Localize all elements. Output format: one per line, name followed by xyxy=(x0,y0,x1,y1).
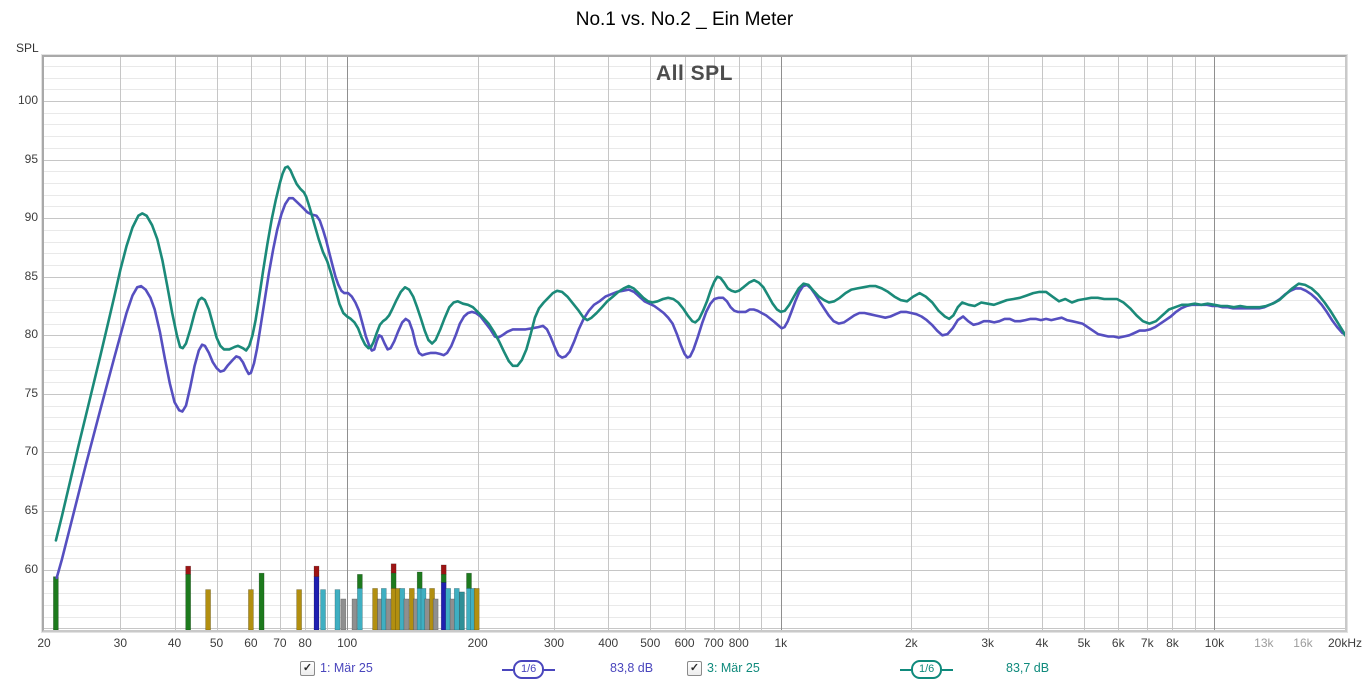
y-tick-label: 90 xyxy=(24,210,38,225)
x-tick-label: 4k xyxy=(1035,636,1049,650)
freq-marker-bar xyxy=(248,589,254,630)
freq-marker-bar xyxy=(390,572,397,589)
x-tick-label: 8k xyxy=(1166,636,1179,650)
x-tick-label: 700 xyxy=(703,636,724,650)
x-tick-label: 5k xyxy=(1077,636,1091,650)
y-tick-label: 80 xyxy=(24,327,38,342)
x-tick-label: 50 xyxy=(209,636,224,650)
freq-marker-bar xyxy=(357,574,363,589)
x-tick-label: 40 xyxy=(167,636,182,650)
trace2-smoothing-badge: 1/6 xyxy=(911,660,943,679)
freq-marker-bar xyxy=(313,565,320,577)
x-tick-label: 20kHz xyxy=(1327,636,1362,650)
freq-marker-bar xyxy=(372,588,378,630)
freq-marker-bar xyxy=(351,598,358,630)
freq-marker-bar xyxy=(296,589,302,630)
trace2-label[interactable]: 3: Mär 25 xyxy=(707,661,760,675)
freq-marker-bar xyxy=(258,572,265,630)
freq-marker-bar xyxy=(385,598,392,630)
smoothing-line-right xyxy=(942,668,954,671)
freq-marker-bar xyxy=(403,598,410,630)
y-tick-label: 75 xyxy=(24,385,38,400)
x-tick-label: 7k xyxy=(1140,636,1154,650)
trace1-smoothing-control[interactable]: 1/6 xyxy=(502,660,556,679)
freq-marker-bar xyxy=(459,591,465,630)
x-tick-label: 600 xyxy=(674,636,695,650)
x-tick-label: 100 xyxy=(337,636,358,650)
y-tick-label: 95 xyxy=(24,151,38,166)
freq-marker-bar xyxy=(390,563,397,574)
freq-marker-bar xyxy=(432,598,439,630)
spl-curve-1 xyxy=(55,196,1345,580)
freq-marker-bar xyxy=(185,574,191,630)
x-tick-label: 13k xyxy=(1254,636,1274,650)
x-tick-label: 300 xyxy=(544,636,565,650)
freq-marker-bar xyxy=(440,574,447,583)
trace2-smoothing-control[interactable]: 1/6 xyxy=(900,660,954,679)
trace1-checkbox[interactable]: ✓ xyxy=(300,661,315,676)
x-tick-label: 70 xyxy=(273,636,287,650)
y-tick-label: 60 xyxy=(24,561,38,576)
trace1-label[interactable]: 1: Mär 25 xyxy=(320,661,373,675)
trace1-level-value: 83,8 dB xyxy=(610,661,654,675)
smoothing-line-right xyxy=(544,668,556,671)
freq-marker-bar xyxy=(320,589,326,630)
freq-marker-bar xyxy=(340,598,347,630)
x-tick-label: 10k xyxy=(1204,636,1225,650)
freq-marker-bar xyxy=(453,588,460,630)
freq-marker-bar xyxy=(380,588,387,630)
plot-area: All SPL xyxy=(42,55,1347,632)
y-tick-label: 100 xyxy=(17,92,38,107)
x-tick-label: 6k xyxy=(1111,636,1125,650)
freq-marker-bar xyxy=(416,571,423,589)
y-tick-label: 65 xyxy=(24,503,38,518)
trace2-level-value: 83,7 dB xyxy=(1006,661,1050,675)
freq-marker-bar xyxy=(53,576,59,630)
trace1-smoothing-badge: 1/6 xyxy=(513,660,545,679)
freq-marker-bar xyxy=(205,589,211,630)
smoothing-line-left xyxy=(900,668,911,671)
y-tick-label: 70 xyxy=(24,444,38,459)
x-tick-label: 1k xyxy=(774,636,788,650)
x-tick-label: 800 xyxy=(728,636,749,650)
freq-marker-bar xyxy=(473,588,480,630)
freq-marker-bar xyxy=(357,588,363,630)
freq-marker-bar xyxy=(334,589,341,630)
x-tick-label: 500 xyxy=(640,636,661,650)
x-tick-label: 16k xyxy=(1293,636,1313,650)
x-tick-label: 400 xyxy=(598,636,619,650)
page-title: No.1 vs. No.2 _ Ein Meter xyxy=(575,9,794,30)
x-tick-label: 3k xyxy=(981,636,995,650)
freq-marker-bar xyxy=(313,576,320,630)
y-tick-label: 85 xyxy=(24,268,38,283)
x-tick-label: 60 xyxy=(244,636,258,650)
freq-marker-bar xyxy=(466,572,472,589)
freq-marker-bar xyxy=(424,598,431,630)
x-tick-label: 2k xyxy=(904,636,918,650)
smoothing-line-left xyxy=(502,668,513,671)
legend: ✓ 1: Mär 25 1/6 83,8 dB ✓ 3: Mär 25 1/6 … xyxy=(0,658,1369,682)
x-tick-label: 200 xyxy=(467,636,488,650)
x-tick-label: 80 xyxy=(298,636,312,650)
freq-marker-bar xyxy=(440,564,447,575)
trace2-checkbox[interactable]: ✓ xyxy=(687,661,702,676)
x-tick-label: 30 xyxy=(113,636,128,650)
freq-marker-bar xyxy=(185,565,191,575)
spl-curve-2 xyxy=(54,165,1345,542)
y-axis-title: SPL xyxy=(16,41,39,55)
x-tick-label: 20 xyxy=(37,636,51,650)
plot-canvas xyxy=(44,57,1345,630)
